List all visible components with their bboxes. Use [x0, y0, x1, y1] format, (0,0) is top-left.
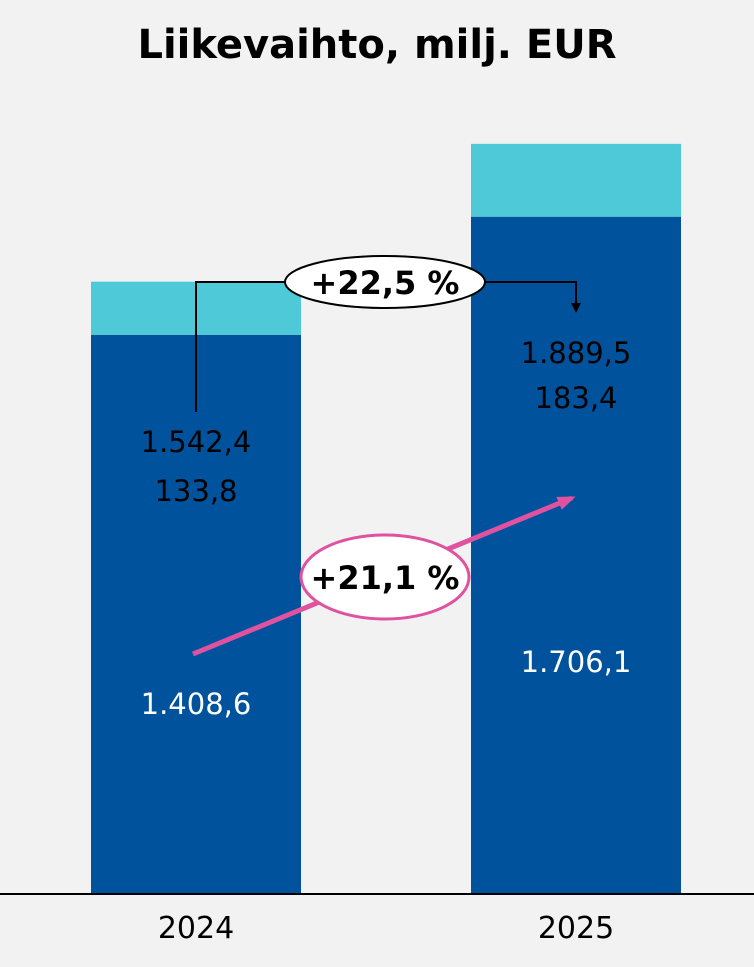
bar-value-label: 1.408,6 — [141, 687, 252, 721]
chart-title: Liikevaihto, milj. EUR — [137, 22, 616, 68]
bar-segment-2024-0 — [91, 334, 301, 895]
total-growth-badge — [284, 255, 486, 309]
total-growth-label: +22,5 % — [311, 264, 460, 302]
bar-segment-2025-1 — [471, 143, 681, 217]
bar-value-label: 1.706,1 — [521, 645, 632, 679]
bar-segment-2025-0 — [471, 216, 681, 895]
x-tick-label: 2025 — [538, 911, 614, 946]
bar-value-label: 183,4 — [534, 381, 617, 415]
x-tick-label: 2024 — [158, 911, 234, 946]
bar-value-label: 133,8 — [154, 474, 237, 508]
total-label: 1.542,4 — [141, 425, 252, 459]
main-growth-label: +21,1 % — [311, 559, 460, 597]
total-label: 1.889,5 — [521, 336, 632, 370]
bars-group — [91, 143, 681, 895]
main-growth-badge — [299, 533, 471, 621]
